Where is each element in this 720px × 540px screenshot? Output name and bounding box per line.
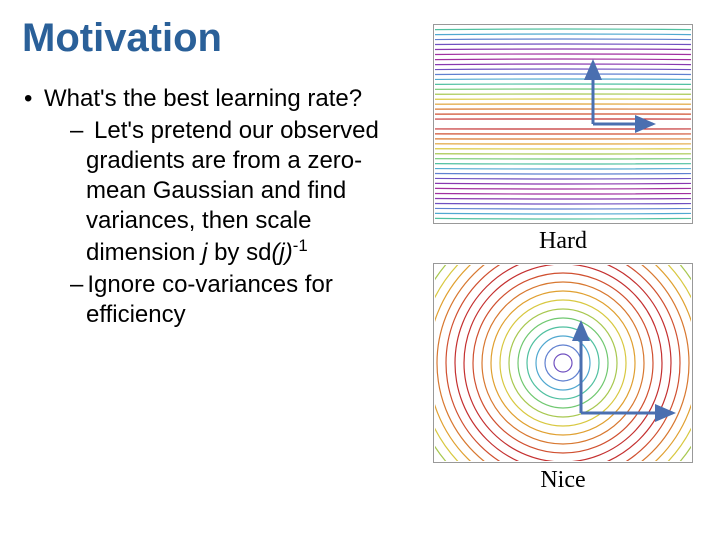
figure-hard-label: Hard — [418, 228, 708, 255]
bullet-main: What's the best learning rate? — [24, 84, 394, 114]
bullet-sub-2: Ignore co-variances for efficiency — [24, 270, 394, 330]
figure-nice-label: Nice — [418, 467, 708, 494]
figure-nice — [433, 263, 693, 463]
contour-nice-svg — [433, 263, 693, 463]
text-superscript: -1 — [293, 236, 308, 255]
text-italic-jparen: (j) — [271, 239, 292, 266]
contour-hard-svg — [433, 24, 693, 224]
figures-column: Hard Nice — [418, 24, 708, 502]
bullet-list: What's the best learning rate? Let's pre… — [24, 84, 394, 330]
slide-title: Motivation — [22, 16, 222, 61]
text-part: by sd — [207, 239, 271, 266]
bullet-sub-1: Let's pretend our observed gradients are… — [24, 116, 394, 268]
figure-hard — [433, 24, 693, 224]
